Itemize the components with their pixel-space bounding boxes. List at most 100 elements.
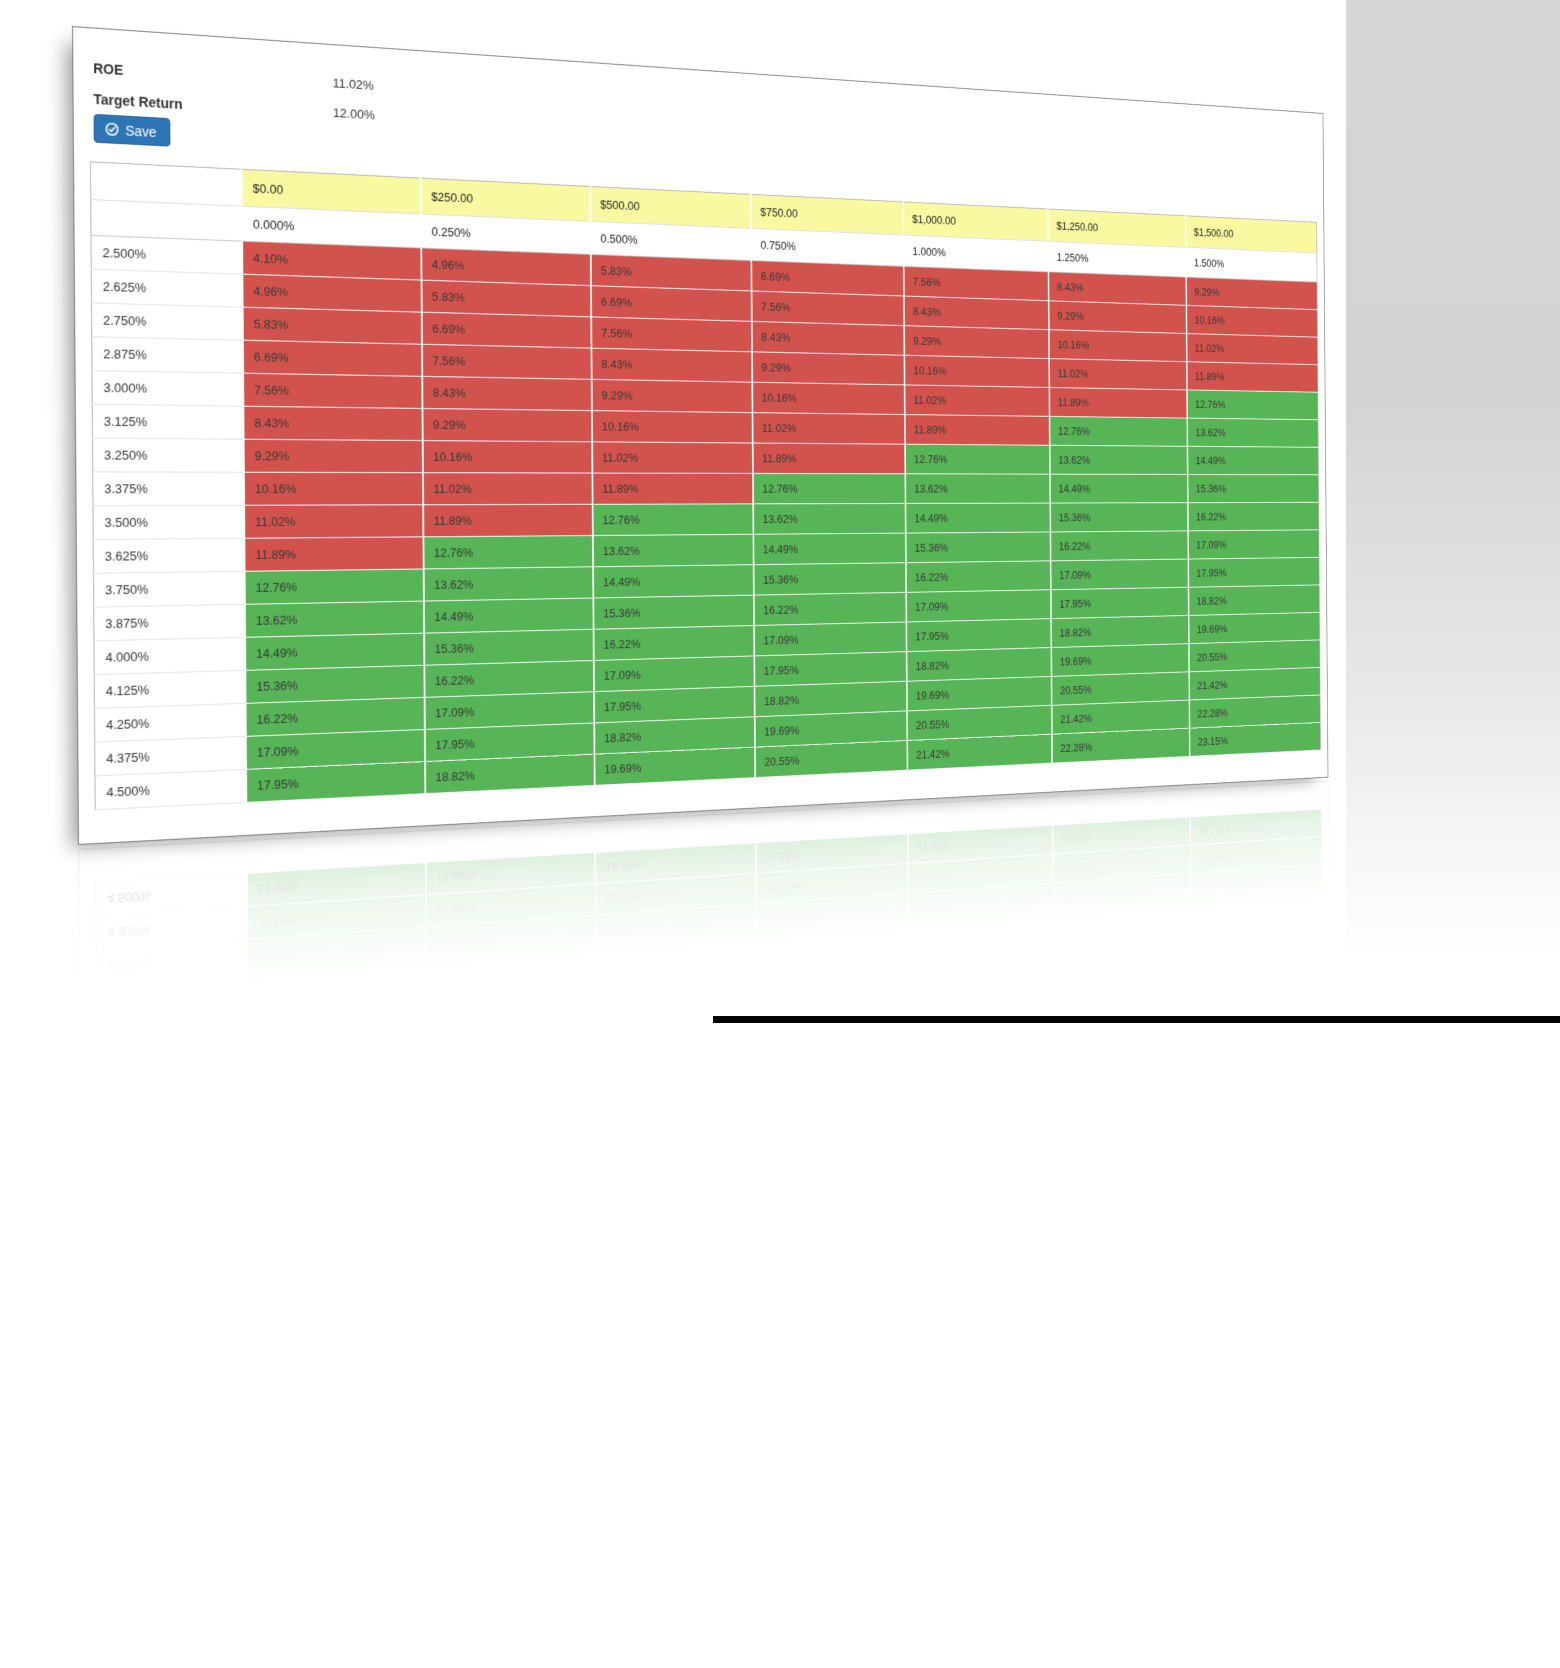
- matrix-cell: 15.36%: [1187, 474, 1318, 502]
- matrix-cell: 12.76%: [1187, 390, 1318, 420]
- matrix-corner-cell: [90, 162, 241, 206]
- matrix-cell: 11.02%: [244, 505, 423, 539]
- matrix-cell: 17.09%: [754, 622, 907, 656]
- matrix-cell: 15.36%: [424, 629, 594, 665]
- matrix-cell: 14.49%: [423, 598, 593, 633]
- row-header-cell: 2.875%: [92, 337, 243, 373]
- matrix-cell: 6.69%: [591, 286, 752, 322]
- matrix-cell: 10.16%: [904, 355, 1049, 387]
- matrix-cell: 11.89%: [423, 504, 593, 537]
- matrix-cell: 20.55%: [1189, 640, 1320, 672]
- matrix-cell: 16.22%: [753, 592, 906, 625]
- matrix-cell: 8.43%: [243, 406, 422, 440]
- matrix-cell: 17.09%: [1050, 559, 1188, 590]
- matrix-cell: 8.43%: [591, 348, 752, 382]
- matrix-cell: 16.22%: [906, 561, 1051, 593]
- matrix-cell: 11.89%: [1049, 387, 1187, 418]
- matrix-cell: 10.16%: [592, 411, 753, 443]
- matrix-cell: 14.49%: [245, 633, 424, 670]
- row-header-cell: 2.500%: [91, 235, 242, 274]
- matrix-cell: 6.69%: [242, 340, 421, 376]
- matrix-cell: 13.62%: [1049, 445, 1187, 474]
- matrix-cell: 17.95%: [1050, 587, 1188, 618]
- save-button[interactable]: Save: [94, 114, 171, 147]
- save-button-label: Save: [125, 123, 156, 139]
- matrix-cell: 12.76%: [423, 536, 593, 569]
- matrix-cell: 13.62%: [244, 601, 423, 637]
- background-shadow-band: [1346, 0, 1560, 1010]
- row-header-cell: 3.000%: [92, 371, 243, 407]
- row-header-cell: 4.000%: [94, 637, 245, 674]
- matrix-cell: 13.62%: [592, 534, 753, 566]
- matrix-cell: 9.29%: [752, 352, 905, 385]
- matrix-cell: 7.56%: [751, 291, 904, 326]
- matrix-cell: 9.29%: [591, 379, 752, 412]
- matrix-cell: 18.82%: [1051, 615, 1189, 647]
- matrix-cell: 7.56%: [591, 317, 752, 352]
- row-header-cell: 3.125%: [92, 404, 243, 439]
- matrix-cell: 10.16%: [752, 382, 905, 414]
- row-header-cell: 4.500%: [95, 769, 246, 809]
- matrix-cell: 10.16%: [422, 441, 592, 474]
- matrix-cell: 21.42%: [907, 734, 1052, 770]
- matrix-cell: 10.16%: [1049, 330, 1187, 362]
- matrix-cell: 8.43%: [422, 376, 592, 410]
- matrix-cell: 6.69%: [421, 312, 591, 348]
- matrix-cell: 14.49%: [753, 533, 906, 565]
- matrix-cell: 9.29%: [243, 439, 422, 472]
- page-reflection: ROE 11.02% Target Return 12.00% Save: [78, 781, 1333, 1668]
- row-header-cell: 3.625%: [93, 538, 244, 573]
- row-header-cell: 2.625%: [91, 269, 242, 307]
- matrix-cell: 14.49%: [1187, 446, 1318, 475]
- matrix-corner-cell: [91, 200, 242, 242]
- matrix-cell: 11.89%: [752, 443, 905, 474]
- matrix-cell: 12.76%: [592, 504, 753, 536]
- scene: ROE 11.02% Target Return 12.00% Save: [0, 0, 1560, 1023]
- matrix-cell: 9.29%: [904, 326, 1049, 359]
- row-header-cell: 3.250%: [92, 438, 243, 472]
- matrix-cell: 4.96%: [242, 274, 421, 312]
- matrix-cell: 11.89%: [592, 473, 753, 504]
- matrix-cell: 11.89%: [1186, 362, 1317, 393]
- matrix-cell: 17.09%: [1188, 530, 1319, 559]
- row-header-cell: 3.875%: [94, 604, 245, 641]
- matrix-cell: 9.29%: [1048, 301, 1186, 334]
- check-circle-icon: [105, 121, 120, 137]
- matrix-cell: 9.29%: [422, 408, 592, 441]
- matrix-cell: 14.49%: [1050, 474, 1188, 503]
- target-return-value: 12.00%: [333, 105, 375, 122]
- matrix-cell: 14.49%: [593, 565, 754, 598]
- matrix-cell: 7.56%: [243, 373, 422, 408]
- row-header-cell: 3.500%: [93, 505, 244, 539]
- matrix-cell: 10.16%: [243, 472, 422, 505]
- matrix-cell: 15.36%: [1050, 503, 1188, 532]
- bottom-black-bar: [713, 1016, 1560, 1023]
- matrix-cell: 11.02%: [752, 413, 905, 445]
- matrix-cell: 12.76%: [1049, 416, 1187, 446]
- matrix-cell: 5.83%: [421, 280, 591, 317]
- matrix-cell: 14.49%: [905, 503, 1050, 533]
- matrix-cell: 13.62%: [905, 474, 1050, 504]
- matrix-cell: 16.22%: [1050, 531, 1188, 561]
- matrix-cell: 13.62%: [423, 567, 593, 601]
- matrix-cell: 20.55%: [755, 741, 908, 778]
- matrix-cell: 9.29%: [1186, 277, 1317, 310]
- matrix-cell: 18.82%: [425, 754, 595, 793]
- matrix-cell: 12.76%: [244, 569, 423, 604]
- matrix-cell: 22.28%: [1052, 728, 1190, 763]
- matrix-cell: 13.62%: [1187, 418, 1318, 447]
- app-page: ROE 11.02% Target Return 12.00% Save: [72, 26, 1328, 845]
- matrix-cell: 18.82%: [1188, 585, 1319, 616]
- matrix-cell: 19.69%: [594, 747, 755, 785]
- matrix-cell: 11.89%: [244, 537, 423, 571]
- matrix-cell: 17.95%: [1188, 557, 1319, 587]
- matrix-cell: 5.83%: [242, 307, 421, 344]
- matrix-cell: 8.43%: [751, 321, 904, 355]
- matrix-cell: 12.76%: [753, 473, 906, 503]
- matrix-cell: 8.43%: [904, 296, 1049, 330]
- row-header-cell: 2.750%: [91, 303, 242, 340]
- matrix-cell: 11.02%: [423, 473, 593, 505]
- matrix-cell: 7.56%: [422, 344, 592, 379]
- matrix-cell: 15.36%: [905, 532, 1050, 563]
- matrix-cell: 17.95%: [246, 762, 425, 803]
